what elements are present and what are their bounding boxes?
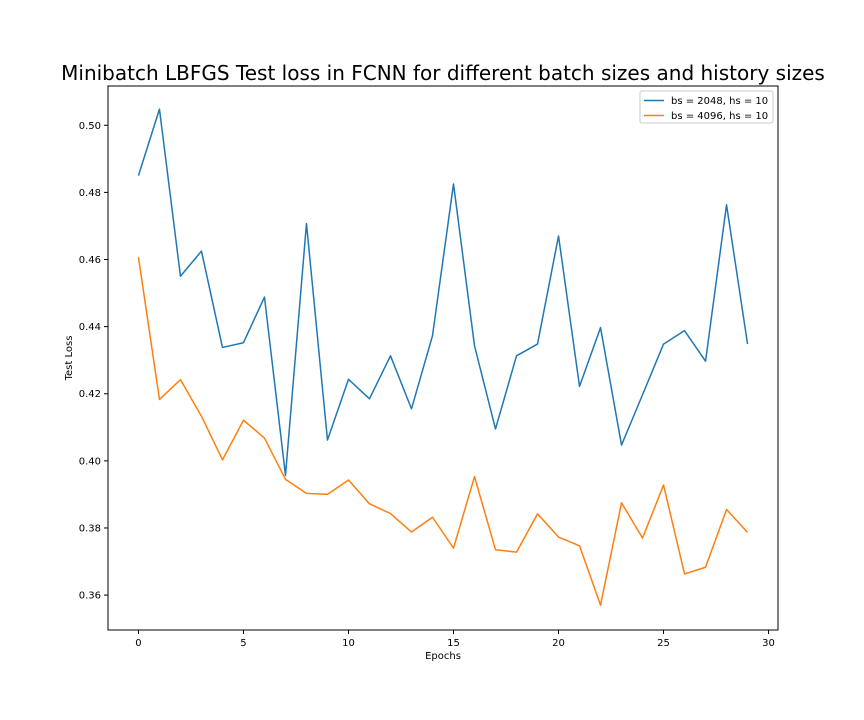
y-tick-label: 0.46 <box>79 255 101 266</box>
legend-label-1: bs = 2048, hs = 10 <box>671 96 768 107</box>
legend: bs = 2048, hs = 10 bs = 4096, hs = 10 <box>639 90 774 124</box>
y-tick-label: 0.48 <box>79 188 101 199</box>
y-tick-label: 0.40 <box>79 456 101 467</box>
x-axis-ticks: 0 5 10 15 20 25 30 <box>135 630 775 649</box>
x-axis-label: Epochs <box>425 651 461 662</box>
y-tick-label: 0.38 <box>79 523 101 534</box>
series-lines <box>137 108 749 606</box>
y-tick-label: 0.44 <box>79 322 101 333</box>
series-line-1 <box>137 108 749 477</box>
x-tick-label: 5 <box>240 638 246 649</box>
y-axis-label: Test Loss <box>64 336 75 382</box>
y-tick-label: 0.36 <box>79 591 101 602</box>
x-tick-label: 30 <box>762 638 775 649</box>
x-tick-label: 0 <box>135 638 141 649</box>
x-tick-label: 25 <box>657 638 670 649</box>
y-tick-label: 0.50 <box>79 121 101 132</box>
series-line-2 <box>137 257 749 606</box>
legend-box <box>639 90 774 124</box>
x-tick-label: 20 <box>552 638 565 649</box>
x-tick-label: 15 <box>447 638 460 649</box>
chart-title: Minibatch LBFGS Test loss in FCNN for di… <box>61 61 825 85</box>
y-tick-label: 0.42 <box>79 389 101 400</box>
y-axis-ticks: 0.36 0.38 0.40 0.42 0.44 0.46 0.48 0.50 <box>79 121 108 602</box>
x-tick-label: 10 <box>342 638 355 649</box>
legend-label-2: bs = 4096, hs = 10 <box>671 111 768 122</box>
plot-area <box>107 85 779 631</box>
